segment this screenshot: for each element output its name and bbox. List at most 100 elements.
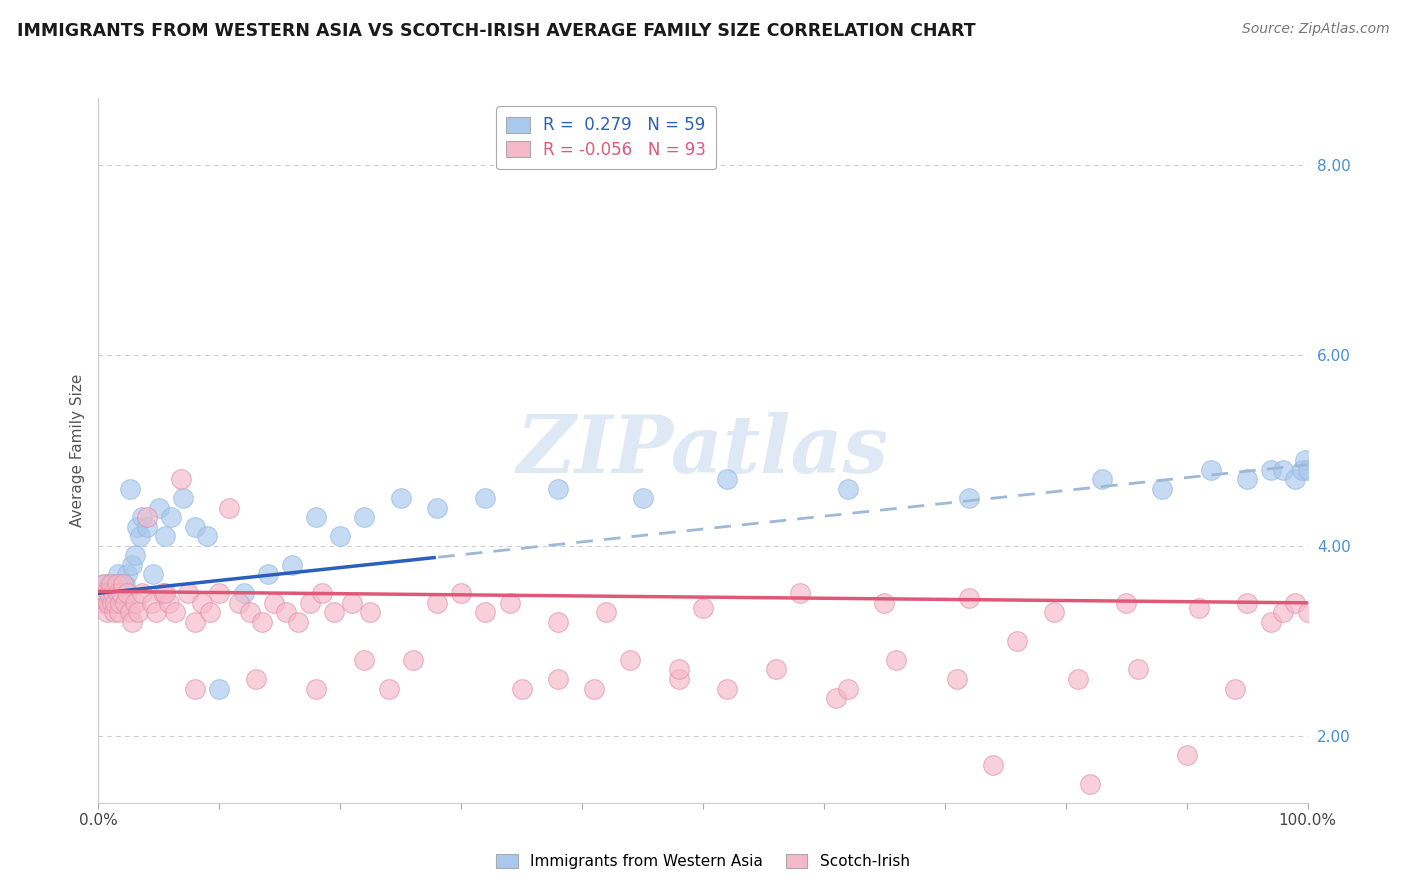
Point xyxy=(169,472,191,486)
Point xyxy=(118,482,141,496)
Point xyxy=(402,653,425,667)
Point xyxy=(946,672,969,686)
Point xyxy=(450,586,472,600)
Point xyxy=(389,491,412,505)
Point xyxy=(107,586,129,600)
Point xyxy=(157,596,180,610)
Point xyxy=(668,663,690,677)
Point xyxy=(716,681,738,696)
Point xyxy=(117,586,139,600)
Point xyxy=(124,548,146,562)
Point xyxy=(111,586,134,600)
Point xyxy=(1115,596,1137,610)
Y-axis label: Average Family Size: Average Family Size xyxy=(69,374,84,527)
Point xyxy=(274,605,297,619)
Point xyxy=(117,567,139,582)
Point xyxy=(141,596,163,610)
Point xyxy=(104,576,127,591)
Point xyxy=(110,576,132,591)
Point xyxy=(287,615,309,629)
Point xyxy=(131,510,153,524)
Point xyxy=(825,691,848,706)
Text: ZIPatlas: ZIPatlas xyxy=(517,412,889,489)
Point xyxy=(97,596,120,610)
Point xyxy=(299,596,322,610)
Text: IMMIGRANTS FROM WESTERN ASIA VS SCOTCH-IRISH AVERAGE FAMILY SIZE CORRELATION CHA: IMMIGRANTS FROM WESTERN ASIA VS SCOTCH-I… xyxy=(17,22,976,40)
Point xyxy=(100,596,122,610)
Point xyxy=(108,605,131,619)
Point xyxy=(195,529,218,543)
Point xyxy=(353,510,375,524)
Point xyxy=(184,519,207,533)
Point xyxy=(886,653,908,667)
Point xyxy=(353,653,375,667)
Point xyxy=(1236,472,1258,486)
Point xyxy=(1236,596,1258,610)
Point xyxy=(94,586,117,600)
Point xyxy=(311,586,333,600)
Point xyxy=(96,605,118,619)
Point xyxy=(595,605,617,619)
Point xyxy=(142,567,165,582)
Point xyxy=(121,615,143,629)
Point xyxy=(765,663,787,677)
Point xyxy=(100,586,122,600)
Point xyxy=(1294,453,1316,467)
Point xyxy=(108,596,131,610)
Point xyxy=(131,586,153,600)
Point xyxy=(1128,663,1150,677)
Point xyxy=(1199,462,1222,476)
Point xyxy=(108,576,131,591)
Point xyxy=(631,491,654,505)
Point xyxy=(256,567,278,582)
Point xyxy=(837,681,859,696)
Point xyxy=(1188,600,1211,615)
Point xyxy=(692,600,714,615)
Point xyxy=(101,576,124,591)
Point xyxy=(114,596,136,610)
Point xyxy=(239,605,262,619)
Point xyxy=(91,586,114,600)
Point xyxy=(114,576,136,591)
Point xyxy=(97,586,120,600)
Point xyxy=(198,605,221,619)
Legend: R =  0.279   N = 59, R = -0.056   N = 93: R = 0.279 N = 59, R = -0.056 N = 93 xyxy=(496,106,716,169)
Point xyxy=(873,596,896,610)
Point xyxy=(91,586,114,600)
Point xyxy=(232,586,254,600)
Point xyxy=(160,510,183,524)
Point xyxy=(250,615,273,629)
Point xyxy=(91,586,114,600)
Point xyxy=(163,605,186,619)
Point xyxy=(191,596,214,610)
Point xyxy=(91,596,114,610)
Point xyxy=(135,519,157,533)
Point xyxy=(1296,462,1319,476)
Point xyxy=(668,672,690,686)
Point xyxy=(153,529,176,543)
Point xyxy=(1260,462,1282,476)
Point xyxy=(145,605,167,619)
Point xyxy=(172,491,194,505)
Point xyxy=(1067,672,1090,686)
Point xyxy=(105,586,128,600)
Point xyxy=(121,558,143,572)
Point xyxy=(583,681,606,696)
Point xyxy=(329,529,352,543)
Point xyxy=(1223,681,1246,696)
Point xyxy=(716,472,738,486)
Point xyxy=(957,591,980,605)
Point xyxy=(108,586,131,600)
Point xyxy=(93,576,115,591)
Point xyxy=(547,615,569,629)
Point xyxy=(1272,462,1295,476)
Point xyxy=(1152,482,1174,496)
Point xyxy=(103,586,125,600)
Point xyxy=(1284,472,1306,486)
Point xyxy=(96,596,118,610)
Point xyxy=(957,491,980,505)
Point xyxy=(111,576,134,591)
Point xyxy=(426,596,449,610)
Point xyxy=(98,586,121,600)
Point xyxy=(323,605,346,619)
